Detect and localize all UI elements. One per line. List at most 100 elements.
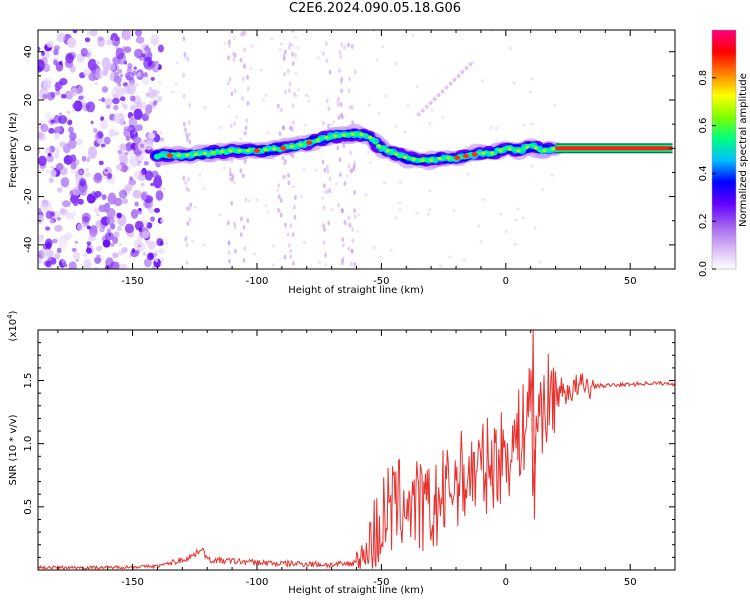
streak-blob — [288, 81, 292, 87]
streak-blob — [353, 160, 357, 166]
noise-blob — [38, 131, 45, 140]
faint-blob — [329, 208, 333, 212]
colorbar-tick-label: 0.0 — [698, 261, 709, 277]
faint-blob — [278, 48, 282, 52]
noise-blob — [113, 112, 122, 124]
streak-blob — [241, 96, 244, 102]
faint-blob — [316, 56, 320, 60]
noise-blob — [53, 59, 58, 66]
faint-blob — [516, 207, 520, 211]
noise-blob — [129, 176, 134, 181]
noise-blob — [150, 216, 155, 222]
streak-blob — [282, 55, 286, 61]
faint-blob — [198, 173, 202, 177]
signal-peak — [246, 149, 251, 153]
noise-blob — [129, 155, 139, 168]
noise-blob — [59, 60, 63, 66]
streak-blob — [353, 69, 357, 75]
noise-blob — [116, 212, 122, 219]
noise-blob — [109, 71, 119, 82]
streak-blob — [339, 79, 343, 85]
signal-blob — [450, 157, 456, 161]
noise-blob — [119, 143, 127, 151]
noise-blob — [145, 104, 153, 114]
noise-blob — [124, 152, 129, 156]
streak-blob — [351, 238, 355, 244]
diagonal-blob — [460, 70, 465, 75]
streak-blob — [242, 224, 246, 230]
streak-blob — [246, 100, 250, 106]
noise-blob — [138, 101, 147, 110]
noise-blob — [77, 198, 84, 205]
faint-blob — [294, 72, 298, 76]
noise-blob — [77, 85, 84, 94]
faint-blob — [157, 81, 161, 85]
noise-blob — [41, 51, 45, 56]
faint-blob — [252, 252, 256, 256]
faint-blob — [247, 199, 251, 203]
noise-blob — [112, 252, 119, 259]
streak-blob — [187, 176, 190, 182]
signal-peak — [176, 153, 181, 158]
noise-blob — [153, 176, 163, 189]
faint-blob — [330, 122, 334, 126]
streak-blob — [233, 248, 237, 254]
faint-blob — [430, 108, 434, 112]
spectrogram-x-ticks: -150 -100 -50 0 50 — [57, 30, 656, 287]
noise-blob — [48, 127, 55, 134]
noise-blob — [47, 152, 52, 157]
noise-blob — [160, 218, 164, 223]
streak-blob — [281, 155, 285, 161]
faint-blob — [271, 263, 275, 267]
noise-blob — [154, 207, 160, 213]
noise-blob — [143, 160, 149, 166]
noise-blob — [123, 125, 131, 132]
faint-blob — [514, 218, 518, 222]
noise-blob — [48, 177, 54, 184]
streak-blob — [321, 51, 325, 57]
streak-blob — [291, 30, 295, 33]
noise-blob — [55, 147, 60, 153]
noise-blob — [50, 169, 57, 178]
noise-blob — [148, 86, 153, 92]
diagonal-blob — [444, 85, 449, 90]
noise-blob — [141, 192, 147, 201]
y-tick-label: 0 — [23, 145, 34, 151]
faint-blob — [174, 82, 178, 86]
streak-blob — [246, 74, 249, 80]
noise-blob — [67, 119, 73, 126]
signal-peak — [471, 152, 478, 157]
noise-blob — [140, 143, 145, 148]
noise-blob — [124, 142, 132, 152]
streak-blob — [186, 206, 189, 212]
faint-blob — [512, 81, 516, 85]
noise-blob — [155, 190, 164, 201]
noise-blob — [112, 97, 120, 105]
noise-blob — [118, 189, 128, 199]
signal-peak — [446, 156, 451, 160]
y-tick-label: -20 — [23, 188, 34, 204]
signal-peak — [166, 153, 173, 158]
noise-blob — [39, 119, 45, 126]
streak-blob — [284, 89, 287, 95]
noise-blob — [102, 239, 111, 248]
noise-blob — [84, 172, 91, 178]
streak-blob — [336, 145, 340, 151]
noise-blob — [147, 132, 156, 140]
signal-peak — [306, 140, 313, 145]
streak-blob — [323, 167, 327, 173]
faint-blob — [394, 124, 398, 128]
streak-blob — [325, 98, 329, 104]
noise-blob — [114, 86, 118, 91]
streak-blob — [350, 261, 353, 267]
noise-blob — [38, 234, 44, 243]
signal-peak — [272, 147, 277, 151]
streak-blob — [246, 218, 250, 224]
signal-peak — [507, 147, 512, 151]
noise-blob — [67, 37, 77, 49]
streak-blob — [347, 215, 351, 220]
noise-blob — [64, 90, 74, 100]
signal-peak — [185, 153, 190, 157]
noise-blob — [103, 136, 111, 145]
noise-blob — [147, 47, 151, 52]
